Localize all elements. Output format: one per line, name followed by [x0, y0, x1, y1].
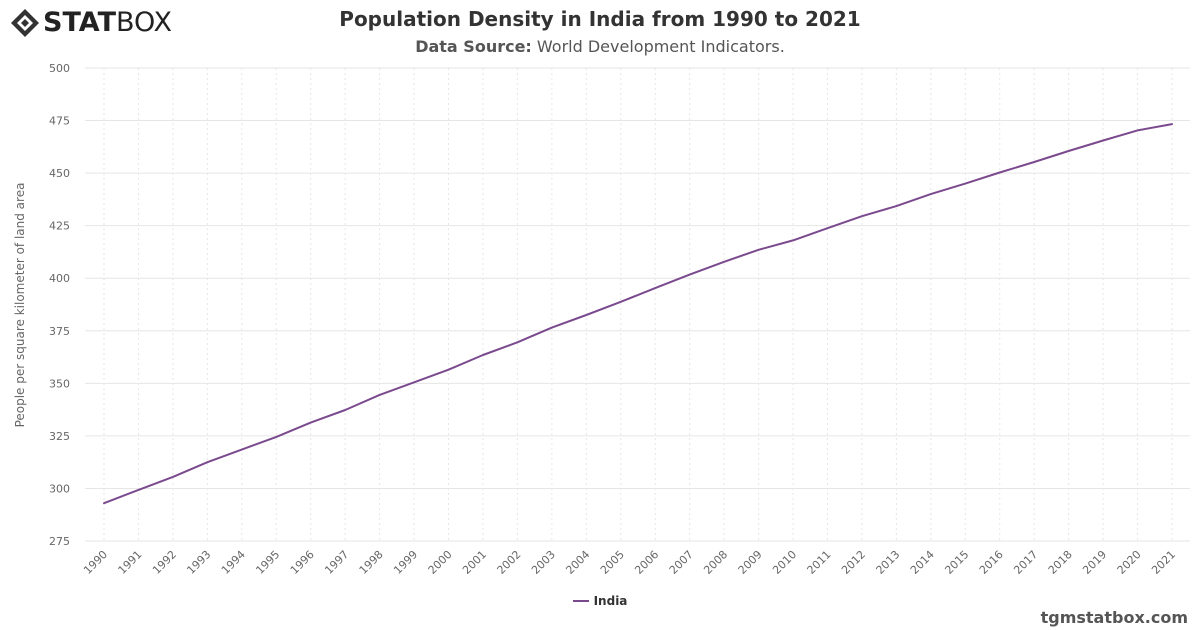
x-tick-label: 2010: [770, 548, 799, 577]
x-tick-label: 1997: [322, 548, 351, 577]
subtitle-value: World Development Indicators.: [531, 37, 785, 56]
x-tick-label: 2009: [736, 548, 765, 577]
y-axis-title: People per square kilometer of land area: [13, 183, 27, 428]
x-tick-label: 1993: [184, 548, 213, 577]
x-tick-label: 1994: [219, 548, 248, 577]
statbox-logo-text: STATBOX: [43, 8, 172, 38]
x-tick-label: 2017: [1011, 548, 1040, 577]
x-tick-label: 2008: [701, 548, 730, 577]
x-tick-label: 2011: [805, 548, 834, 577]
website-watermark: tgmstatbox.com: [1040, 608, 1188, 627]
x-tick-label: 2004: [563, 548, 592, 577]
y-tick-label: 375: [49, 325, 70, 338]
x-tick-label: 2014: [908, 548, 937, 577]
statbox-logo: STATBOX: [10, 6, 172, 40]
x-tick-label: 2015: [942, 548, 971, 577]
x-tick-label: 2018: [1046, 548, 1075, 577]
x-tick-label: 1991: [116, 548, 145, 577]
y-tick-label: 300: [49, 482, 70, 495]
x-tick-label: 1999: [391, 548, 420, 577]
y-tick-label: 325: [49, 430, 70, 443]
y-tick-label: 450: [49, 167, 70, 180]
x-tick-label: 2005: [598, 548, 627, 577]
x-tick-label: 1998: [357, 548, 386, 577]
x-tick-label: 1996: [288, 548, 317, 577]
y-tick-label: 400: [49, 272, 70, 285]
y-tick-label: 500: [49, 62, 70, 75]
x-tick-label: 1995: [253, 548, 282, 577]
legend-swatch-india: [572, 600, 589, 602]
x-tick-label: 1992: [150, 548, 179, 577]
x-tick-label: 2007: [667, 548, 696, 577]
x-tick-label: 2000: [426, 548, 455, 577]
series-line-india[interactable]: [103, 123, 1173, 505]
x-tick-label: 2006: [632, 548, 661, 577]
logo-bold-text: STAT: [43, 7, 116, 38]
y-tick-label: 475: [49, 115, 70, 128]
x-tick-label: 2003: [529, 548, 558, 577]
y-tick-label: 275: [49, 535, 70, 548]
x-tick-label: 2019: [1080, 548, 1109, 577]
y-tick-label: 425: [49, 220, 70, 233]
chart-legend[interactable]: India: [0, 594, 1200, 608]
x-tick-label: 2016: [977, 548, 1006, 577]
x-tick-label: 2001: [460, 548, 489, 577]
chart-title: Population Density in India from 1990 to…: [339, 7, 861, 31]
subtitle-label: Data Source:: [415, 37, 532, 56]
x-tick-label: 2012: [839, 548, 868, 577]
x-tick-label: 2013: [874, 548, 903, 577]
x-tick-label: 2021: [1149, 548, 1178, 577]
x-tick-label: 2020: [1115, 548, 1144, 577]
chart-subtitle: Data Source: World Development Indicator…: [0, 37, 1200, 56]
y-tick-label: 350: [49, 377, 70, 390]
x-tick-label: 1990: [81, 548, 110, 577]
statbox-logo-icon: [11, 9, 39, 37]
x-tick-label: 2002: [495, 548, 524, 577]
logo-light-text: BOX: [115, 7, 173, 38]
legend-label-india: India: [593, 594, 628, 608]
